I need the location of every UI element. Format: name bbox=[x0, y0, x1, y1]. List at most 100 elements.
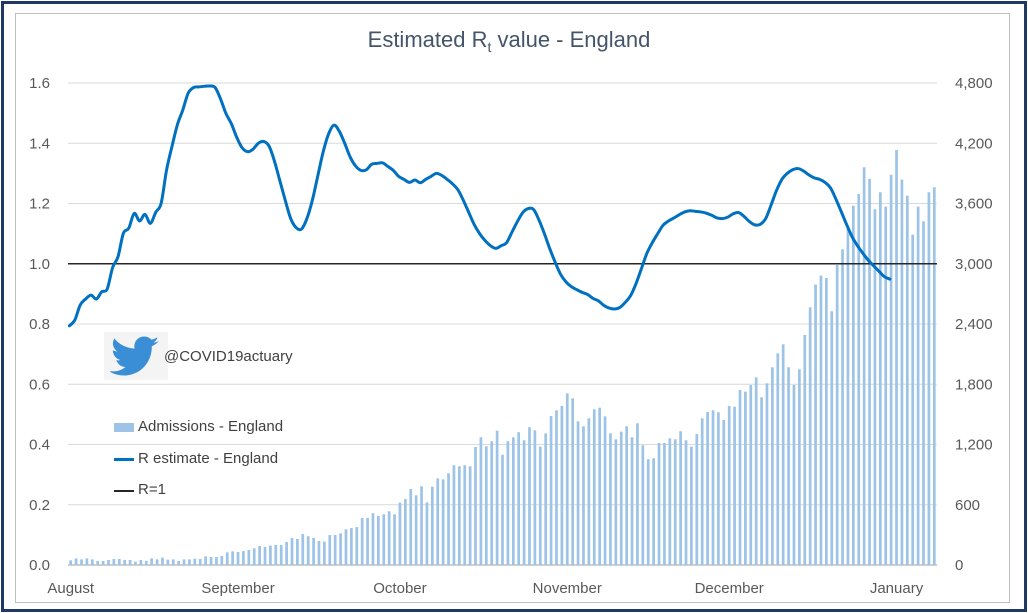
admissions-bar bbox=[803, 334, 807, 565]
admissions-bar bbox=[441, 479, 445, 565]
admissions-bar bbox=[582, 426, 585, 565]
admissions-bar bbox=[495, 430, 499, 565]
admissions-bar bbox=[679, 431, 682, 565]
admissions-bar bbox=[733, 406, 736, 565]
admissions-bar bbox=[474, 447, 477, 565]
admissions-bar bbox=[290, 537, 294, 565]
admissions-bar bbox=[878, 192, 882, 565]
admissions-bar bbox=[447, 473, 450, 565]
admissions-bar bbox=[522, 440, 526, 565]
admissions-bar bbox=[457, 466, 461, 565]
y-right-tick-label: 3,600 bbox=[955, 196, 993, 213]
admissions-bar bbox=[101, 560, 105, 565]
admissions-bar bbox=[220, 555, 224, 565]
admissions-bar bbox=[252, 548, 256, 565]
admissions-bar bbox=[155, 559, 159, 565]
admissions-bar bbox=[533, 430, 537, 565]
admissions-bar bbox=[668, 438, 672, 565]
admissions-bar bbox=[479, 437, 483, 565]
legend-label: Admissions - England bbox=[138, 418, 284, 435]
admissions-bar bbox=[274, 545, 278, 565]
admissions-bar bbox=[382, 514, 386, 565]
admissions-bar bbox=[841, 249, 844, 566]
admissions-bar bbox=[204, 556, 207, 565]
admissions-bar bbox=[641, 445, 645, 565]
admissions-bar bbox=[932, 187, 936, 566]
legend-swatch-bar bbox=[114, 423, 134, 432]
admissions-bar bbox=[571, 398, 575, 565]
y-left-tick-label: 1.4 bbox=[29, 135, 50, 152]
admissions-bar bbox=[814, 284, 817, 565]
admissions-bar bbox=[387, 511, 391, 565]
admissions-bar bbox=[538, 446, 542, 565]
admissions-bar bbox=[808, 307, 812, 565]
admissions-bar bbox=[484, 446, 488, 565]
admissions-bar bbox=[619, 431, 623, 565]
admissions-bar bbox=[727, 405, 731, 565]
admissions-bar bbox=[171, 559, 175, 565]
admissions-bar bbox=[166, 559, 170, 565]
admissions-bar bbox=[198, 558, 202, 565]
admissions-bar bbox=[128, 559, 132, 565]
admissions-bar bbox=[107, 559, 110, 565]
admissions-bar bbox=[744, 391, 747, 565]
admissions-bar bbox=[555, 410, 558, 565]
admissions-bar bbox=[598, 407, 602, 565]
admissions-bar bbox=[711, 410, 715, 565]
admissions-bar bbox=[225, 552, 229, 565]
y-right-tick-label: 0 bbox=[955, 557, 963, 574]
y-right-tick-label: 600 bbox=[955, 497, 980, 514]
admissions-bar bbox=[576, 421, 580, 565]
admissions-bar bbox=[544, 433, 548, 565]
admissions-bar bbox=[231, 551, 234, 565]
admissions-bar bbox=[652, 458, 655, 565]
admissions-bar bbox=[414, 495, 418, 565]
admissions-bar bbox=[436, 478, 440, 565]
admissions-bar bbox=[333, 534, 337, 565]
admissions-bar bbox=[90, 559, 94, 565]
admissions-bar bbox=[916, 206, 920, 565]
admissions-bar bbox=[895, 149, 898, 566]
admissions-bar bbox=[150, 558, 154, 565]
y-left-tick-label: 1.2 bbox=[29, 196, 50, 213]
admissions-bar bbox=[749, 384, 753, 565]
admissions-bar bbox=[771, 367, 774, 565]
admissions-bar bbox=[587, 418, 591, 565]
y-right-tick-label: 3,000 bbox=[955, 256, 993, 273]
admissions-bar bbox=[377, 515, 380, 565]
admissions-bar bbox=[425, 502, 429, 565]
admissions-bar bbox=[420, 486, 423, 565]
admissions-bars bbox=[69, 149, 936, 566]
x-tick-label: August bbox=[47, 580, 95, 597]
admissions-bar bbox=[398, 502, 402, 565]
admissions-bar bbox=[74, 558, 78, 565]
admissions-bar bbox=[490, 441, 494, 565]
admissions-bar bbox=[301, 533, 305, 565]
r-estimate-line bbox=[67, 84, 892, 328]
y-right-tick-label: 1,800 bbox=[955, 376, 993, 393]
x-tick-label: October bbox=[373, 580, 426, 597]
admissions-bar bbox=[452, 465, 456, 565]
admissions-bar bbox=[306, 536, 310, 565]
y-left-tick-label: 0.8 bbox=[29, 316, 50, 333]
admissions-bar bbox=[700, 418, 704, 565]
admissions-bar bbox=[285, 542, 288, 565]
admissions-bar bbox=[344, 529, 348, 565]
admissions-bar bbox=[835, 264, 839, 565]
admissions-bar bbox=[787, 367, 790, 565]
admissions-bar bbox=[188, 559, 191, 565]
admissions-bar bbox=[409, 488, 413, 565]
admissions-bar bbox=[900, 179, 904, 565]
admissions-bar bbox=[366, 518, 369, 565]
admissions-bar bbox=[657, 442, 661, 565]
admissions-bar bbox=[177, 560, 180, 565]
chart-title-subscript: t bbox=[487, 39, 492, 55]
admissions-bar bbox=[69, 560, 73, 565]
admissions-bar bbox=[193, 558, 197, 565]
admissions-bar bbox=[258, 546, 261, 565]
admissions-bar bbox=[323, 541, 326, 565]
legend-label: R=1 bbox=[138, 481, 166, 498]
admissions-bar bbox=[360, 518, 364, 565]
watermark-logo bbox=[104, 332, 168, 380]
